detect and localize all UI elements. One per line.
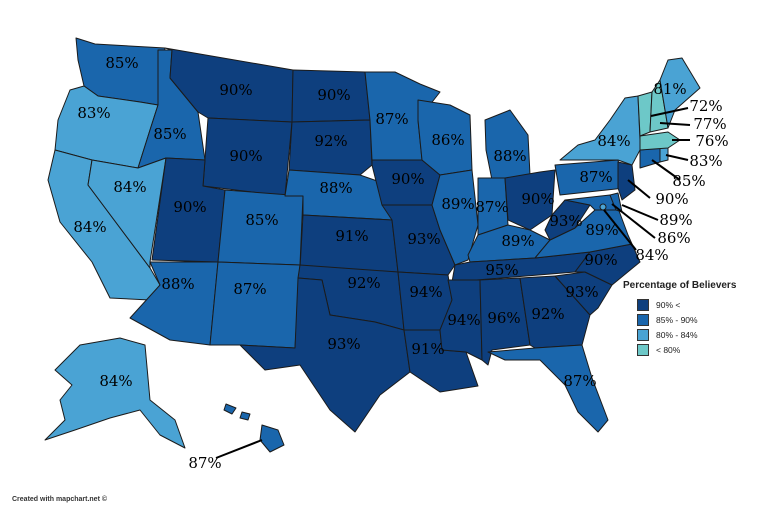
label-ks: 91% [335,227,368,245]
arrow-md [611,203,656,239]
arrow-ct [651,159,681,181]
label-nm: 87% [233,280,266,298]
label-al: 96% [487,309,520,327]
state-fl[interactable] [487,344,609,433]
label-ma: 76% [695,132,728,150]
arrow-vt [650,107,689,117]
state-dc[interactable] [599,203,607,211]
state-mi[interactable] [484,109,531,181]
label-or: 83% [77,104,110,122]
label-ms: 94% [447,311,480,329]
state-nj[interactable] [617,161,636,201]
arrow-ri [665,154,689,161]
legend-item-label: < 80% [656,344,681,355]
label-wy: 90% [229,147,262,165]
legend-swatch [637,328,649,341]
label-ut: 90% [173,198,206,216]
label-wi: 86% [431,131,464,149]
label-sc: 93% [565,283,598,301]
state-sd[interactable] [288,119,373,176]
arrow-de [621,204,659,221]
label-co: 85% [245,211,278,229]
label-sd: 92% [314,132,347,150]
legend-item-tier1: 90% < [623,297,773,312]
label-hi: 87% [188,454,221,472]
label-ar: 94% [409,283,442,301]
label-la: 91% [411,340,444,358]
legend-item-label: 80% - 84% [656,329,698,340]
label-ny: 84% [597,132,630,150]
label-mi: 88% [493,147,526,165]
arrow-hi [215,439,263,459]
label-in: 87% [475,198,508,216]
state-labels: 85% 83% 84% 85% 84% 90% 90% 90% 88% 85% … [73,54,728,472]
label-de: 89% [659,211,692,229]
label-wa: 85% [105,54,138,72]
state-nm[interactable] [209,261,301,349]
label-ri: 83% [689,152,722,170]
label-ak: 84% [99,372,132,390]
legend-swatch [637,313,649,326]
state-hi[interactable] [259,424,285,453]
label-ky: 89% [501,232,534,250]
credit-text: Created with mapchart.net © [12,496,108,503]
arrow-nj [627,179,651,199]
legend-swatch [637,298,649,311]
label-fl: 87% [563,372,596,390]
label-id: 85% [153,125,186,143]
label-il: 89% [441,195,474,213]
state-tx[interactable] [239,277,411,433]
label-ct: 85% [672,172,705,190]
label-ne: 88% [319,179,352,197]
label-vt: 72% [689,97,722,115]
legend-item-label: 85% - 90% [656,314,698,325]
label-oh: 90% [521,190,554,208]
legend-swatch [637,343,649,356]
label-dc: 84% [635,246,668,264]
callout-arrows [215,107,691,459]
label-nc: 90% [584,251,617,269]
legend-item-label: 90% < [656,299,681,310]
legend-title: Percentage of Believers [623,280,737,291]
state-ak[interactable] [44,337,186,449]
label-md: 86% [657,229,690,247]
label-nj: 90% [655,190,688,208]
label-nv: 84% [113,178,146,196]
legend-item-tier3: 80% - 84% [623,327,773,342]
label-tx: 93% [327,335,360,353]
label-pa: 87% [579,168,612,186]
label-me: 81% [653,80,686,98]
label-ga: 92% [531,305,564,323]
label-ok: 92% [347,274,380,292]
arrow-nh [659,122,691,126]
label-ia: 90% [391,170,424,188]
label-nd: 90% [317,86,350,104]
state-ct[interactable] [639,147,661,169]
label-va: 89% [585,221,618,239]
label-ca: 84% [73,218,106,236]
arrow-dc [603,209,637,251]
label-mt: 90% [219,81,252,99]
label-tn: 95% [485,261,518,279]
label-wv: 93% [549,212,582,230]
state-ny[interactable] [559,95,641,166]
label-mo: 93% [407,230,440,248]
label-az: 88% [161,275,194,293]
state-sc[interactable] [554,271,613,316]
state-hi-islands [223,403,251,421]
legend-item-tier4: < 80% [623,342,773,357]
state-me[interactable] [659,57,701,129]
label-mn: 87% [375,110,408,128]
label-nh: 77% [693,115,726,133]
state-il[interactable] [431,169,479,266]
states-layer [44,37,701,453]
legend: Percentage of Believers 90% < 85% - 90% … [623,280,773,357]
legend-item-tier2: 85% - 90% [623,312,773,327]
state-ma[interactable] [639,131,681,151]
